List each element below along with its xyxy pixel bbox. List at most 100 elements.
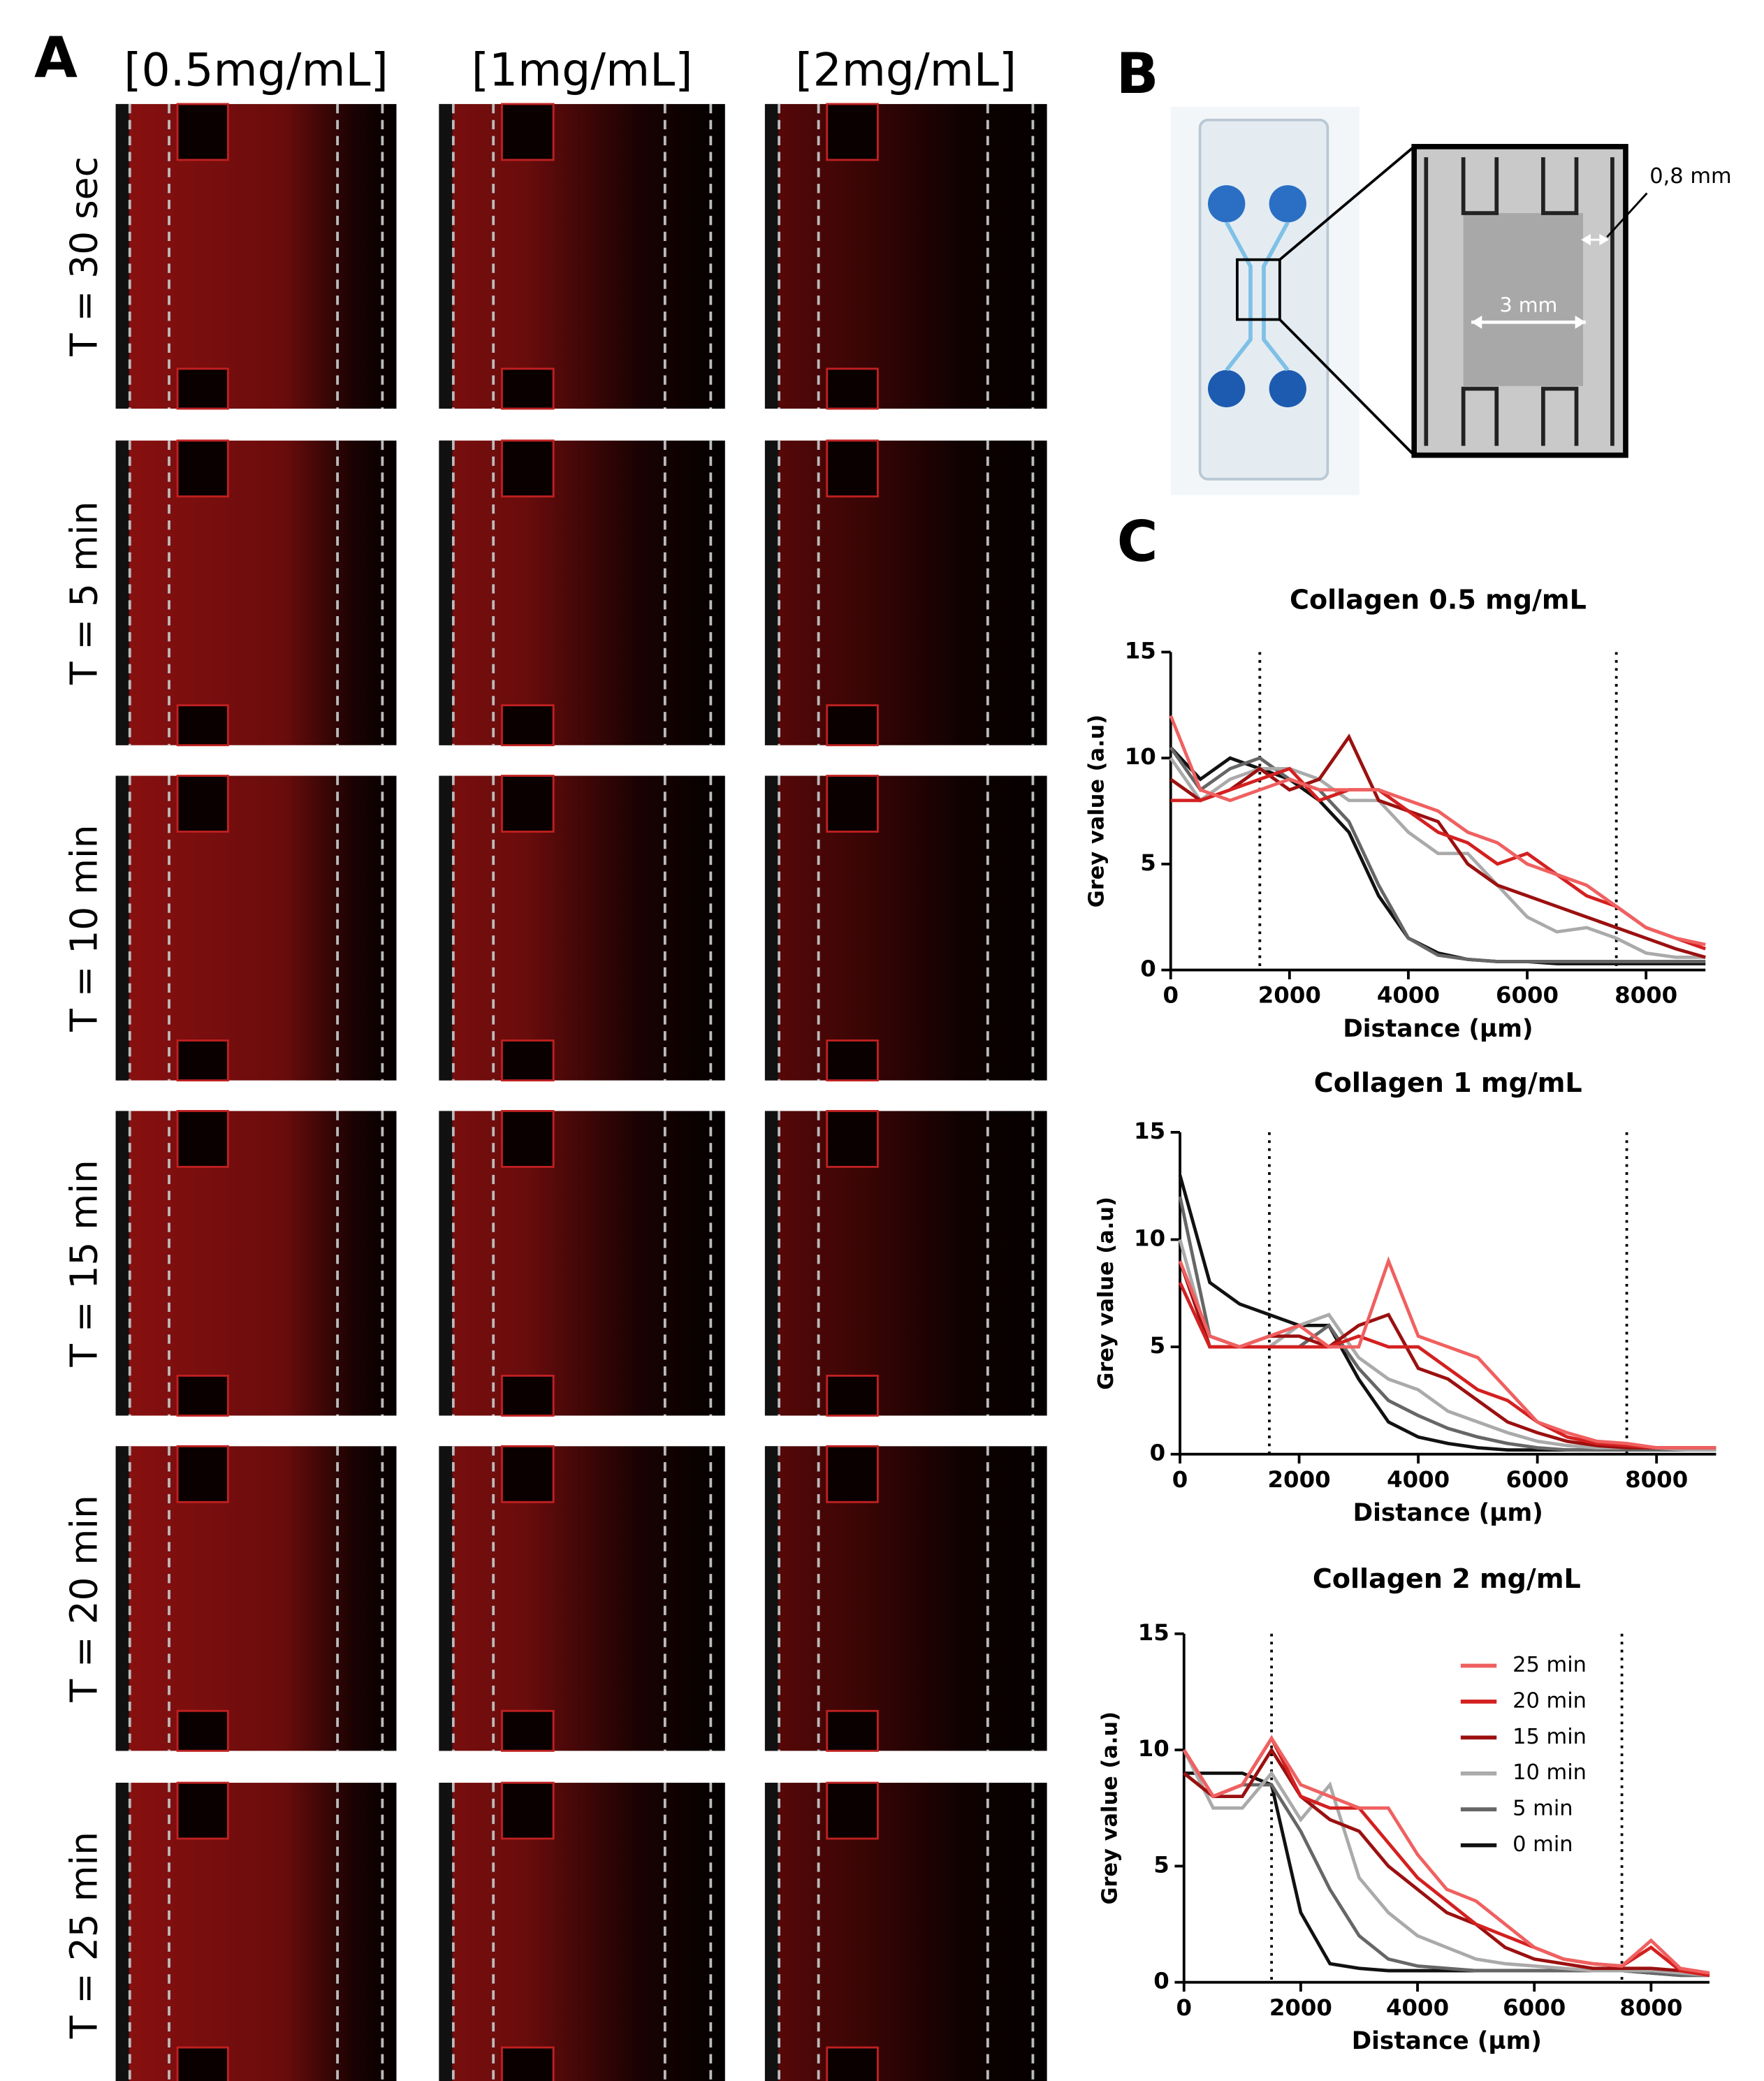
legend-label: 5 min: [1512, 1797, 1573, 1821]
x-tick-label: 6000: [1496, 982, 1559, 1009]
panel-label: B: [1116, 41, 1159, 106]
channel-wall: [764, 775, 778, 1081]
channel-wall: [439, 1446, 453, 1751]
channel-wall: [764, 1446, 778, 1751]
y-tick-label: 10: [1134, 1225, 1165, 1251]
y-axis-label: Grey value (a.u): [1094, 1197, 1118, 1390]
post: [826, 1709, 879, 1752]
post: [501, 1781, 555, 1840]
post: [501, 775, 555, 833]
chip-photo: [1170, 106, 1648, 495]
channel-wall: [115, 440, 129, 745]
channel-wall: [115, 1446, 129, 1751]
micrograph: [439, 1446, 725, 1751]
post: [501, 2046, 555, 2081]
channel-wall: [764, 1783, 778, 2081]
y-tick-label: 5: [1150, 1332, 1166, 1359]
y-axis-label: Grey value (a.u): [1098, 1711, 1123, 1905]
post: [826, 1374, 879, 1417]
legend-label: 25 min: [1512, 1653, 1587, 1677]
micrograph: [115, 775, 397, 1081]
series-line: [1178, 1260, 1716, 1450]
channel-wall: [115, 775, 129, 1081]
x-axis-label: Distance (µm): [1353, 1499, 1543, 1527]
post: [501, 1039, 555, 1082]
x-tick-label: 8000: [1625, 1466, 1688, 1493]
micrograph: [115, 1783, 397, 2081]
series-line: [1169, 733, 1706, 959]
row-label: T = 20 min: [62, 1495, 105, 1702]
x-tick-label: 0: [1162, 982, 1179, 1009]
channel-wall: [439, 440, 453, 745]
x-tick-label: 2000: [1269, 1994, 1332, 2021]
series-line: [1183, 1746, 1710, 1978]
post: [826, 367, 879, 410]
post: [176, 775, 229, 833]
series-line: [1183, 1771, 1710, 1978]
y-tick-label: 15: [1125, 637, 1156, 664]
series-line: [1178, 1174, 1716, 1452]
series-line: [1182, 1735, 1710, 1978]
series-line: [1178, 1256, 1716, 1450]
chart-title: Collagen 2 mg/mL: [1313, 1563, 1581, 1594]
column-header: [1mg/mL]: [472, 45, 693, 97]
post: [501, 1109, 555, 1168]
post: [176, 367, 229, 410]
post: [176, 439, 229, 498]
x-tick-label: 4000: [1387, 1466, 1450, 1493]
series-line: [1182, 1735, 1710, 1975]
x-tick-label: 6000: [1503, 1994, 1566, 2021]
post: [826, 704, 879, 747]
x-tick-label: 4000: [1386, 1994, 1449, 2021]
post: [826, 1039, 879, 1082]
micrograph: [764, 1446, 1047, 1751]
column-header: [2mg/mL]: [795, 45, 1016, 97]
channel-wall: [439, 103, 453, 409]
legend-label: 0 min: [1512, 1832, 1573, 1857]
chart-title: Collagen 0.5 mg/mL: [1290, 585, 1587, 615]
width-label: 3 mm: [1500, 293, 1558, 316]
series-line: [1169, 757, 1706, 959]
micrograph: [764, 440, 1047, 745]
x-tick-label: 2000: [1268, 1466, 1331, 1493]
micrograph: [439, 103, 725, 409]
channel-wall: [764, 440, 778, 745]
panel-label: C: [1117, 509, 1158, 574]
channel-wall: [439, 775, 453, 1081]
column-header: [0.5mg/mL]: [124, 45, 388, 97]
post: [176, 1445, 229, 1503]
series-line: [1183, 1772, 1710, 1978]
post: [826, 1781, 879, 1840]
post: [176, 1781, 229, 1840]
row-label: T = 10 min: [62, 824, 105, 1032]
y-tick-label: 15: [1138, 1619, 1169, 1646]
micrograph: [115, 440, 397, 745]
series-line: [1178, 1281, 1716, 1450]
post: [826, 2046, 879, 2081]
legend-label: 15 min: [1512, 1725, 1587, 1749]
y-tick-label: 0: [1153, 1968, 1169, 1994]
x-tick-label: 4000: [1377, 982, 1440, 1009]
x-axis-label: Distance (µm): [1352, 2027, 1542, 2055]
x-tick-label: 2000: [1258, 982, 1321, 1009]
post: [176, 103, 229, 161]
micrograph: [439, 1783, 725, 2081]
post: [176, 1709, 229, 1752]
post: [501, 439, 555, 498]
post: [176, 2046, 229, 2081]
y-tick-label: 5: [1153, 1851, 1169, 1878]
y-tick-label: 10: [1138, 1735, 1169, 1762]
post: [826, 775, 879, 833]
post: [501, 103, 555, 161]
y-tick-label: 10: [1125, 743, 1156, 770]
post: [501, 367, 555, 410]
panel-label: A: [34, 25, 78, 90]
post: [176, 1039, 229, 1082]
chart-title: Collagen 1 mg/mL: [1314, 1067, 1582, 1098]
channel-wall: [439, 1783, 453, 2081]
post: [826, 103, 879, 161]
post: [176, 1374, 229, 1417]
post: [501, 704, 555, 747]
legend-label: 20 min: [1512, 1688, 1587, 1713]
